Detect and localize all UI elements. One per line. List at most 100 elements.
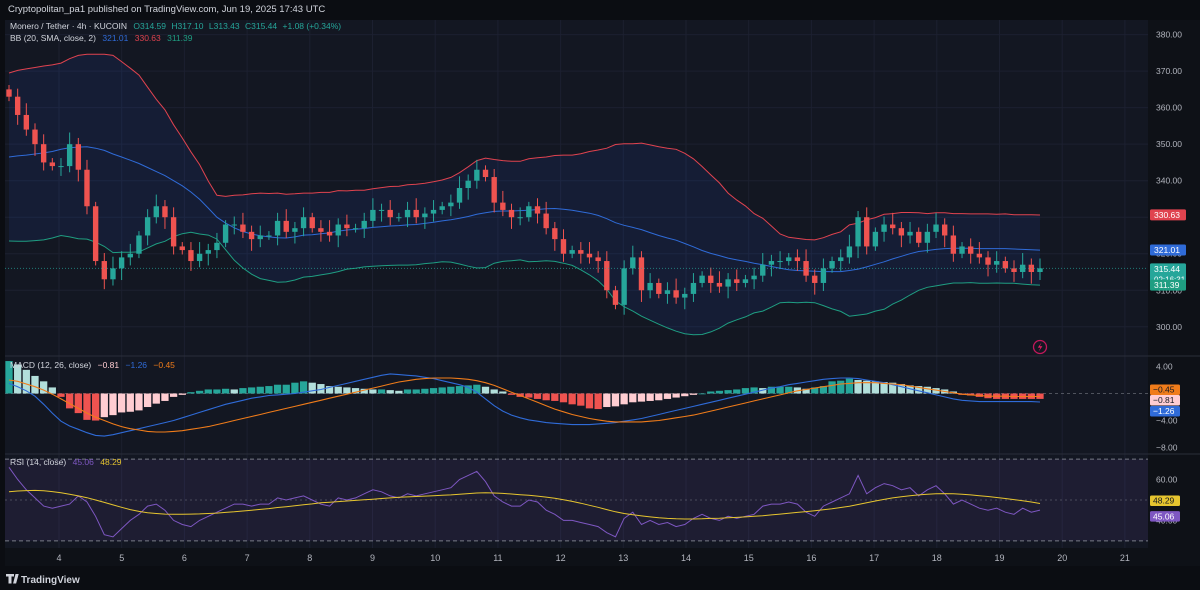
macd-histogram-bar[interactable] <box>239 388 247 394</box>
macd-histogram-bar[interactable] <box>117 393 126 413</box>
candle-body[interactable] <box>742 279 749 283</box>
macd-histogram-bar[interactable] <box>273 384 282 394</box>
macd-histogram-bar[interactable] <box>377 389 386 394</box>
macd-histogram-bar[interactable] <box>473 384 481 394</box>
candle-body[interactable] <box>924 231 931 243</box>
price-pane[interactable] <box>5 53 1148 336</box>
candle-body[interactable] <box>586 253 593 258</box>
macd-histogram-bar[interactable] <box>308 382 316 394</box>
candle-body[interactable] <box>855 217 861 247</box>
candle-body[interactable] <box>638 257 645 291</box>
macd-histogram-bar[interactable] <box>230 389 238 394</box>
rsi-pane[interactable] <box>5 458 1148 542</box>
candle-body[interactable] <box>474 169 480 181</box>
macd-histogram-bar[interactable] <box>802 388 810 394</box>
macd-histogram-bar[interactable] <box>143 393 152 408</box>
candle-body[interactable] <box>716 282 723 287</box>
candle-body[interactable] <box>14 96 21 115</box>
candle-body[interactable] <box>543 213 549 229</box>
candle-body[interactable] <box>682 293 688 298</box>
tradingview-logo[interactable]: TradingView <box>6 574 80 586</box>
candle-body[interactable] <box>552 228 558 240</box>
macd-histogram-bar[interactable] <box>412 389 420 394</box>
price-scale[interactable] <box>1148 20 1200 566</box>
macd-signal-line[interactable] <box>8 377 1040 433</box>
macd-histogram-bar[interactable] <box>689 393 698 395</box>
macd-histogram-bar[interactable] <box>334 386 342 394</box>
candle-body[interactable] <box>630 257 636 269</box>
candle-body[interactable] <box>812 275 818 283</box>
candle-body[interactable] <box>500 202 506 210</box>
macd-histogram-bar[interactable] <box>854 379 862 394</box>
macd-histogram-bar[interactable] <box>629 393 637 403</box>
lightning-icon[interactable] <box>1032 339 1048 355</box>
macd-histogram-bar[interactable] <box>83 393 91 420</box>
macd-histogram-bar[interactable] <box>282 384 290 394</box>
candle-body[interactable] <box>352 228 359 230</box>
macd-histogram-bar[interactable] <box>169 393 178 397</box>
candle-body[interactable] <box>222 224 229 243</box>
candle-body[interactable] <box>829 261 835 269</box>
macd-histogram-bar[interactable] <box>455 386 464 394</box>
macd-histogram-bar[interactable] <box>5 361 13 394</box>
macd-histogram-bar[interactable] <box>481 386 490 394</box>
candle-body[interactable] <box>144 217 151 236</box>
candle-body[interactable] <box>534 206 541 214</box>
macd-histogram-bar[interactable] <box>256 386 264 394</box>
macd-histogram-bar[interactable] <box>343 387 351 394</box>
candle-body[interactable] <box>968 246 974 254</box>
candle-body[interactable] <box>292 228 298 232</box>
macd-histogram-bar[interactable] <box>161 393 169 401</box>
macd-histogram-bar[interactable] <box>100 393 108 418</box>
macd-histogram-bar[interactable] <box>395 390 403 394</box>
macd-histogram-bar[interactable] <box>74 393 82 414</box>
macd-histogram-bar[interactable] <box>325 386 334 394</box>
macd-histogram-bar[interactable] <box>585 393 594 409</box>
macd-histogram-bar[interactable] <box>603 393 611 408</box>
candle-body[interactable] <box>578 250 584 254</box>
macd-legend[interactable]: MACD (12, 26, close) −0.81 −1.26 −0.45 <box>10 360 175 370</box>
macd-histogram-bar[interactable] <box>819 386 828 394</box>
candle-body[interactable] <box>335 224 341 236</box>
candle-body[interactable] <box>92 206 99 262</box>
rsi-legend[interactable]: RSI (14, close) 45.06 48.29 <box>10 457 122 467</box>
candle-body[interactable] <box>196 253 203 262</box>
candle-body[interactable] <box>673 290 679 298</box>
candle-body[interactable] <box>110 268 116 280</box>
bb-basis-line[interactable] <box>8 146 1041 273</box>
macd-histogram-bar[interactable] <box>871 381 880 394</box>
candle-body[interactable] <box>205 250 211 254</box>
candle-body[interactable] <box>760 264 766 276</box>
candle-body[interactable] <box>517 217 523 219</box>
macd-histogram-bar[interactable] <box>91 393 100 421</box>
rsi-ma-line[interactable] <box>8 489 1041 520</box>
candle-body[interactable] <box>612 290 619 305</box>
macd-histogram-bar[interactable] <box>57 393 65 397</box>
candle-body[interactable] <box>595 257 601 262</box>
macd-histogram-bar[interactable] <box>646 393 654 401</box>
candle-body[interactable] <box>898 228 905 236</box>
candle-body[interactable] <box>786 257 792 262</box>
candle-body[interactable] <box>725 279 731 287</box>
macd-histogram-bar[interactable] <box>48 387 56 394</box>
candle-body[interactable] <box>993 261 1000 265</box>
macd-histogram-bar[interactable] <box>386 390 394 394</box>
macd-histogram-bar[interactable] <box>828 381 836 394</box>
candle-body[interactable] <box>690 282 697 294</box>
candle-body[interactable] <box>127 253 133 258</box>
candle-body[interactable] <box>49 162 56 167</box>
macd-histogram-bar[interactable] <box>568 393 576 405</box>
candle-body[interactable] <box>864 217 870 247</box>
candle-body[interactable] <box>768 261 775 265</box>
candle-body[interactable] <box>751 275 757 280</box>
macd-histogram-bar[interactable] <box>22 369 30 394</box>
rsi-line[interactable] <box>8 467 1041 538</box>
candle-body[interactable] <box>448 202 454 207</box>
candle-body[interactable] <box>283 220 289 232</box>
candle-body[interactable] <box>794 257 801 262</box>
candle-body[interactable] <box>153 206 159 218</box>
candle-body[interactable] <box>179 246 185 251</box>
macd-histogram-bar[interactable] <box>499 391 507 394</box>
macd-histogram-bar[interactable] <box>403 389 412 394</box>
